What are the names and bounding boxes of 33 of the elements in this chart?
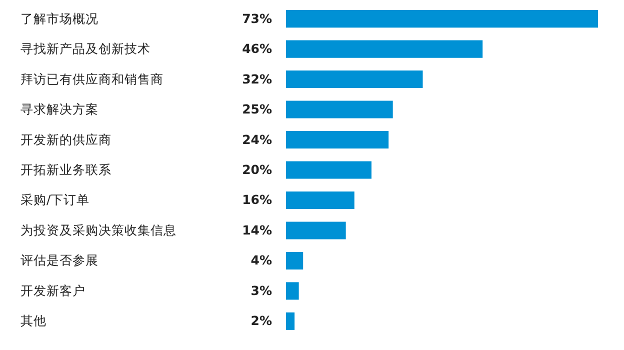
data-label: 25% xyxy=(242,102,272,117)
y-tick-label: 开拓新业务联系 xyxy=(20,162,112,177)
bar xyxy=(286,130,389,149)
bar xyxy=(286,161,372,179)
data-label: 24% xyxy=(242,132,272,147)
data-label: 3% xyxy=(250,282,272,298)
bar xyxy=(286,40,483,58)
bar xyxy=(286,222,346,240)
bar xyxy=(286,282,299,300)
data-label: 16% xyxy=(242,192,272,208)
data-label: 20% xyxy=(242,162,272,177)
y-tick-label: 寻找新产品及创新技术 xyxy=(20,41,150,56)
bar xyxy=(286,70,423,88)
y-tick-label: 寻求解决方案 xyxy=(20,102,98,117)
y-tick-label: 开发新客户 xyxy=(20,282,86,298)
y-tick-label: 为投资及采购决策收集信息 xyxy=(20,222,176,238)
data-label: 14% xyxy=(242,222,272,238)
data-label: 46% xyxy=(242,41,272,56)
data-label: 73% xyxy=(242,10,272,26)
y-tick-label: 拜访已有供应商和销售商 xyxy=(20,71,164,86)
bar xyxy=(286,191,354,210)
bar xyxy=(286,10,598,28)
y-tick-label: 其他 xyxy=(20,313,46,328)
data-label: 32% xyxy=(242,71,272,86)
y-tick-label: 了解市场概况 xyxy=(20,10,98,26)
bar xyxy=(286,252,304,270)
y-tick-label: 采购/下订单 xyxy=(20,192,90,208)
data-label: 4% xyxy=(250,252,272,268)
bar xyxy=(286,312,295,330)
bar xyxy=(286,100,393,118)
data-label: 2% xyxy=(250,313,272,328)
y-tick-label: 评估是否参展 xyxy=(20,252,98,268)
y-tick-label: 开发新的供应商 xyxy=(20,132,112,147)
